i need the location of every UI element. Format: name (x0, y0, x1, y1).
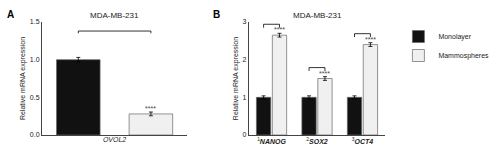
svg-text:1.0: 1.0 (30, 56, 40, 63)
svg-text:1.5: 1.5 (30, 18, 40, 25)
svg-text:​3​OCT4: ​3​OCT4 (352, 137, 374, 145)
svg-text:A: A (7, 9, 14, 20)
svg-text:B: B (213, 9, 220, 20)
svg-text:****: **** (365, 36, 376, 43)
svg-text:2: 2 (242, 56, 246, 63)
svg-text:OVOL2: OVOL2 (103, 136, 126, 143)
svg-text:0.5: 0.5 (30, 94, 40, 101)
svg-text:****: **** (145, 105, 156, 112)
svg-text:****: **** (274, 26, 285, 33)
svg-text:MDA-MB-231: MDA-MB-231 (293, 11, 342, 20)
svg-text:3: 3 (242, 18, 246, 25)
svg-text:Relative mRNA expression: Relative mRNA expression (232, 37, 240, 120)
svg-text:0.0: 0.0 (30, 131, 40, 138)
svg-text:Mammospheres: Mammospheres (438, 52, 489, 60)
svg-text:0: 0 (242, 131, 246, 138)
svg-text:****: **** (319, 70, 330, 77)
svg-text:Monolayer: Monolayer (438, 33, 471, 41)
svg-text:1: 1 (242, 94, 246, 101)
svg-text:Relative mRNA expression: Relative mRNA expression (19, 37, 27, 120)
svg-text:​1​NANOG: ​1​NANOG (257, 137, 286, 145)
svg-text:​2​SOX2: ​2​SOX2 (306, 137, 328, 145)
svg-text:MDA-MB-231: MDA-MB-231 (90, 11, 139, 20)
